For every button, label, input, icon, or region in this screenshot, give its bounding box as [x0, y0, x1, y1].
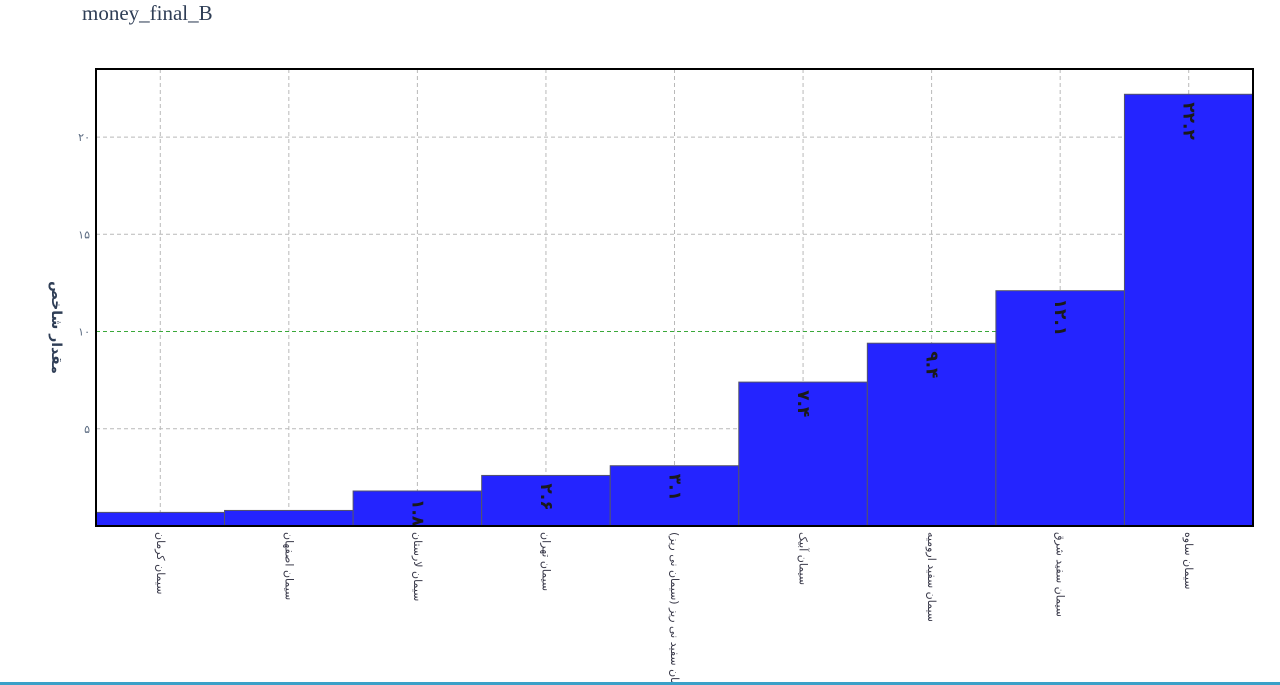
bar-value-label: ۹.۴	[922, 351, 942, 378]
x-tick-label: سیمان لارستان	[411, 532, 424, 601]
bars-layer	[95, 93, 1254, 527]
bar-value-label: ۱.۸	[407, 499, 427, 527]
bar-value-label: ۱۲.۱	[1050, 299, 1070, 337]
bar-value-label: ۲.۶	[536, 483, 556, 510]
bar	[224, 509, 354, 527]
y-tick-label: ۵	[84, 423, 90, 436]
plot-frame	[95, 68, 1254, 527]
bar	[866, 342, 997, 527]
x-tick-label: سیمان سفید شرق	[1054, 532, 1067, 617]
bar-value-label: ۳.۱	[665, 474, 685, 501]
x-axis-ticks: سیمان کرمان سیمان اصفهان سیمان لارستان سیما…	[154, 532, 1195, 685]
bar-value-label: ۷.۴	[793, 390, 813, 417]
bottom-divider	[0, 682, 1280, 685]
x-tick-label: سیمان تهران	[539, 532, 552, 591]
bar	[995, 290, 1125, 527]
x-tick-label: سیمان آبیک	[797, 532, 811, 585]
data-labels-layer: ۱.۸ ۲.۶ ۳.۱ ۷.۴ ۹.۴ ۱۲.۱ ۲۲.۲	[407, 102, 1198, 527]
bar	[95, 511, 226, 527]
x-tick-label: سیمان ساوه	[1182, 532, 1195, 589]
y-tick-label: ۲۰	[78, 131, 90, 144]
x-tick-label: سیمان کرمان	[154, 532, 167, 594]
x-tick-label: سیمان سفید ارومیه	[925, 532, 938, 622]
page-title: money_final_B	[82, 1, 213, 25]
bar	[1123, 93, 1254, 527]
y-tick-label: ۱۰	[78, 326, 90, 339]
y-tick-label: ۱۵	[78, 228, 90, 241]
y-axis-title: مقدار شاخص	[48, 281, 64, 374]
y-axis-ticks: ۵ ۱۰ ۱۵ ۲۰	[78, 131, 90, 436]
x-tick-label: سیمان اصفهان	[282, 532, 295, 600]
x-tick-label: سیمان سفید نی ریز (سیمان نی ریز)	[668, 532, 681, 685]
bar-value-label: ۲۲.۲	[1179, 102, 1199, 140]
